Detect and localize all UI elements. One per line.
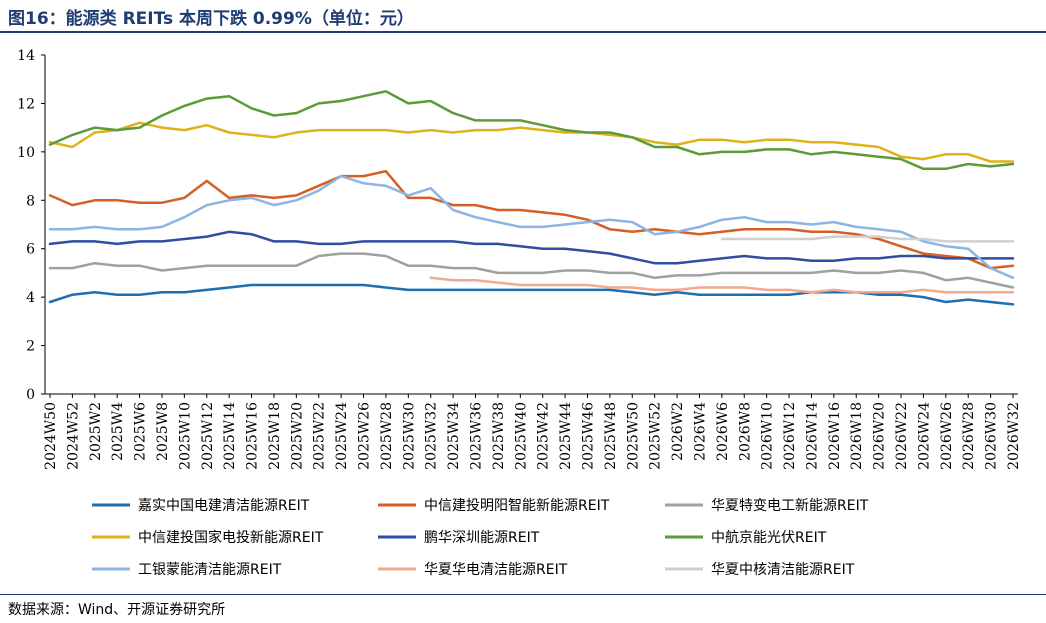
chart-title: 图16：能源类 REITs 本周下跌 0.99%（单位：元） [8,9,414,29]
legend-label: 工银蒙能清洁能源REIT [138,562,282,578]
x-tick-label: 2025W4 [110,402,126,461]
x-tick-label: 2025W28 [379,402,395,470]
x-tick-label: 2025W40 [513,402,529,470]
series-line-2 [48,169,1015,270]
x-tick-label: 2026W18 [849,402,865,470]
x-tick-label: 2025W26 [357,402,373,470]
x-tick-label: 2025W42 [536,402,552,470]
x-tick-label: 2026W8 [737,402,753,461]
x-tick-label: 2025W14 [222,402,238,470]
legend-label: 华夏中核清洁能源REIT [711,562,855,578]
series-line-7 [48,174,1015,280]
x-tick-label: 2025W18 [267,402,283,470]
x-tick-label: 2025W50 [625,402,641,470]
y-tick-label: 0 [26,387,35,403]
x-tick-label: 2026W16 [827,402,843,470]
x-tick-label: 2025W6 [133,402,149,461]
series-line-4 [48,121,1015,163]
x-tick-label: 2025W20 [289,402,305,470]
x-tick-label: 2025W24 [334,402,350,470]
x-tick-label: 2025W22 [312,402,328,470]
legend-label: 中信建投明阳智能新能源REIT [424,498,610,514]
title-divider [0,31,1046,33]
y-tick-label: 10 [17,145,35,161]
x-tick-label: 2025W10 [177,402,193,470]
y-axis-ticks: 0 2 4 6 8 10 12 14 [17,48,45,403]
x-tick-label: 2025W52 [648,402,664,470]
y-tick-label: 4 [26,290,35,306]
x-tick-label: 2026W30 [984,402,1000,470]
x-tick-label: 2025W38 [491,402,507,470]
x-tick-label: 2025W44 [558,402,574,470]
x-tick-label: 2025W32 [424,402,440,470]
legend-label: 鹏华深圳能源REIT [424,530,540,546]
x-tick-label: 2024W50 [43,402,59,470]
x-tick-label: 2026W2 [670,402,686,461]
legend: 嘉实中国电建清洁能源REIT 中信建投明阳智能新能源REIT 华夏特变电工新能源RE… [92,498,869,578]
legend-label: 嘉实中国电建清洁能源REIT [138,498,310,514]
x-tick-label: 2024W52 [65,402,81,470]
x-tick-label: 2026W24 [916,402,932,470]
series-line-6 [48,90,1015,171]
series-line-8 [429,276,1015,294]
y-tick-label: 2 [26,339,35,355]
series-line-3 [48,252,1015,289]
x-tick-label: 2026W22 [894,402,910,470]
legend-label: 中航京能光伏REIT [711,530,827,546]
x-tick-label: 2026W6 [715,402,731,461]
y-tick-label: 14 [17,48,35,64]
x-tick-label: 2025W8 [155,402,171,461]
x-tick-label: 2026W26 [939,402,955,470]
series-line-5 [48,230,1015,265]
y-tick-label: 8 [26,193,35,209]
legend-label: 中信建投国家电投新能源REIT [138,529,324,546]
series-line-9 [720,235,1015,243]
axes [44,55,1018,395]
x-tick-label: 2025W30 [401,402,417,470]
x-tick-label: 2026W12 [782,402,798,470]
x-tick-label: 2026W14 [804,402,820,470]
x-tick-label: 2025W36 [469,402,485,470]
x-tick-label: 2025W2 [88,402,104,461]
series-line-1 [48,283,1015,306]
y-tick-label: 6 [26,242,35,258]
x-tick-label: 2026W20 [872,402,888,470]
x-tick-label: 2025W48 [603,402,619,470]
x-tick-label: 2026W32 [1006,402,1022,470]
series-lines [48,90,1015,306]
legend-label: 华夏特变电工新能源REIT [711,498,869,514]
x-tick-label: 2026W28 [961,402,977,470]
x-tick-label: 2026W10 [760,402,776,470]
legend-label: 华夏华电清洁能源REIT [424,562,568,578]
y-tick-label: 12 [17,96,35,112]
x-axis-ticks: 2024W50 2024W52 2025W2 2025W4 2025W6 2025W8 20… [43,394,1022,470]
x-tick-label: 2025W12 [200,402,216,470]
footer-divider [0,594,1046,595]
x-tick-label: 2025W16 [245,402,261,470]
x-tick-label: 2025W46 [580,402,596,470]
source-note: 数据来源：Wind、开源证券研究所 [8,602,226,618]
x-tick-label: 2026W4 [692,402,708,461]
x-tick-label: 2025W34 [446,402,462,470]
